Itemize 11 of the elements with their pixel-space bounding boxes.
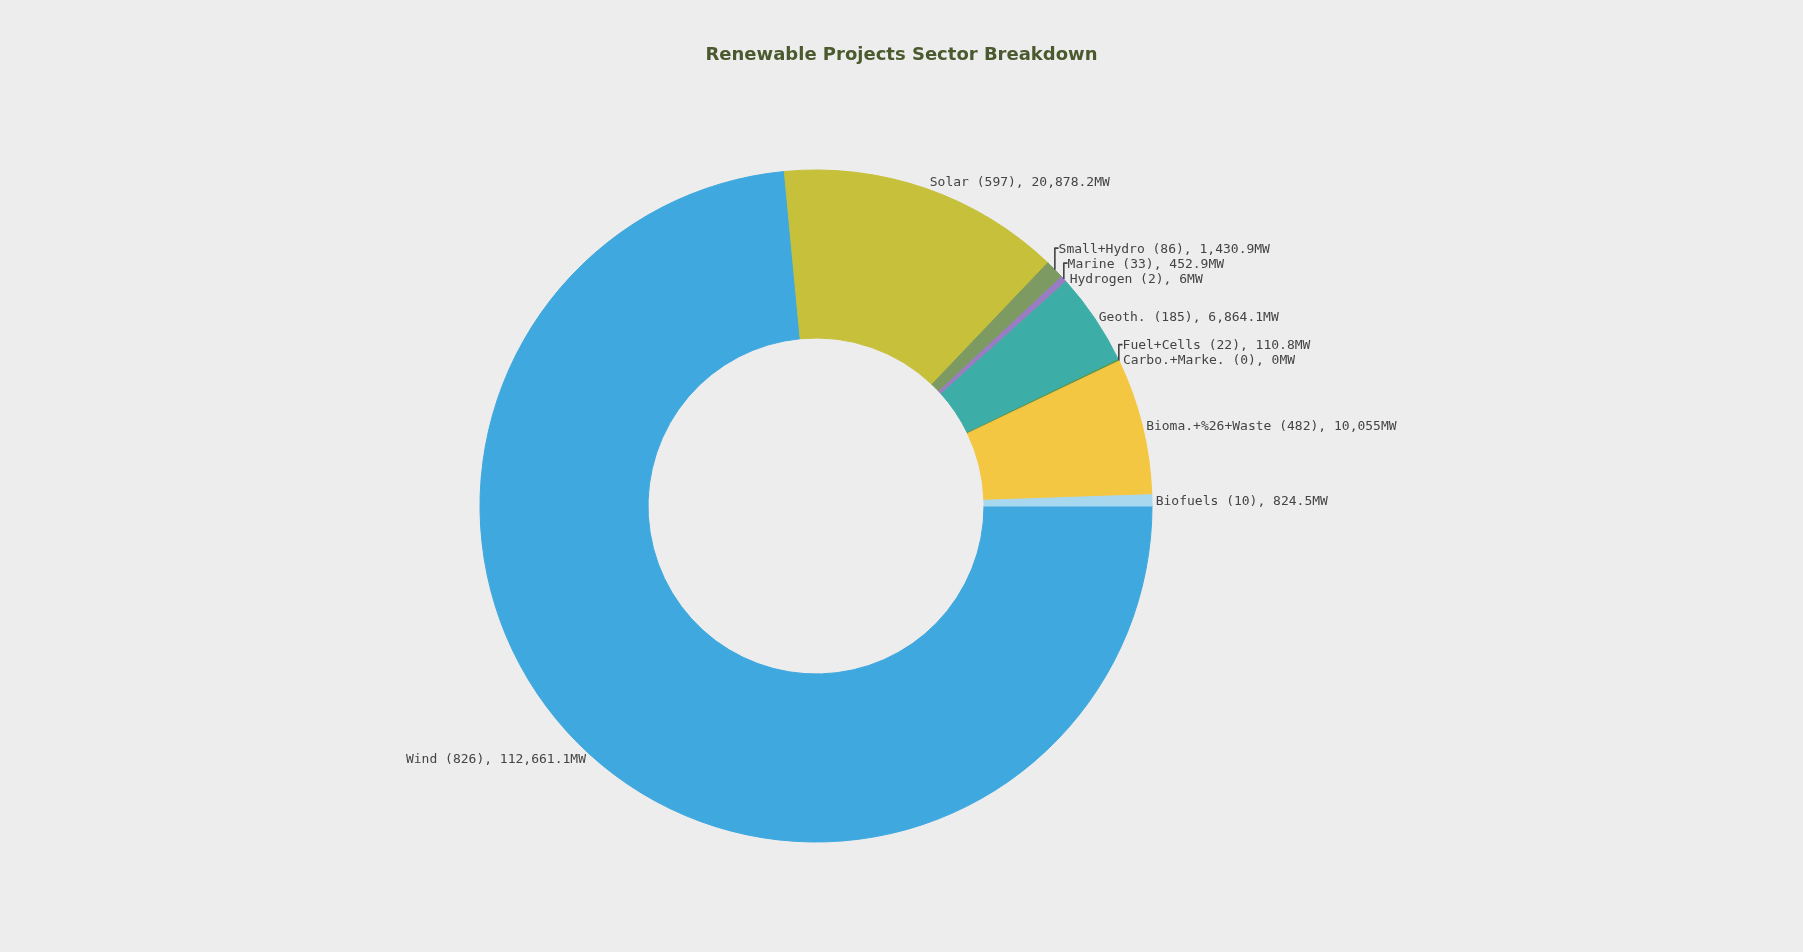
slice-label: Geoth. (185), 6,864.1MW: [1098, 308, 1279, 324]
slice-label: Biofuels (10), 824.5MW: [1155, 492, 1329, 508]
slice-label: Solar (597), 20,878.2MW: [929, 174, 1110, 190]
slice-label: Fuel+Cells (22), 110.8MW: [1122, 337, 1311, 353]
slice-label: Wind (826), 112,661.1MW: [405, 751, 587, 767]
chart-title: Renewable Projects Sector Breakdown: [705, 43, 1098, 65]
slice-label: Small+Hydro (86), 1,430.9MW: [1058, 240, 1271, 256]
slice-label: Marine (33), 452.9MW: [1067, 255, 1225, 271]
slice-label: Hydrogen (2), 6MW: [1069, 270, 1203, 286]
category-label: Carbo.+Marke. (0), 0MW: [1122, 352, 1296, 368]
slice-label: Bioma.+%26+Waste (482), 10,055MW: [1146, 418, 1397, 434]
